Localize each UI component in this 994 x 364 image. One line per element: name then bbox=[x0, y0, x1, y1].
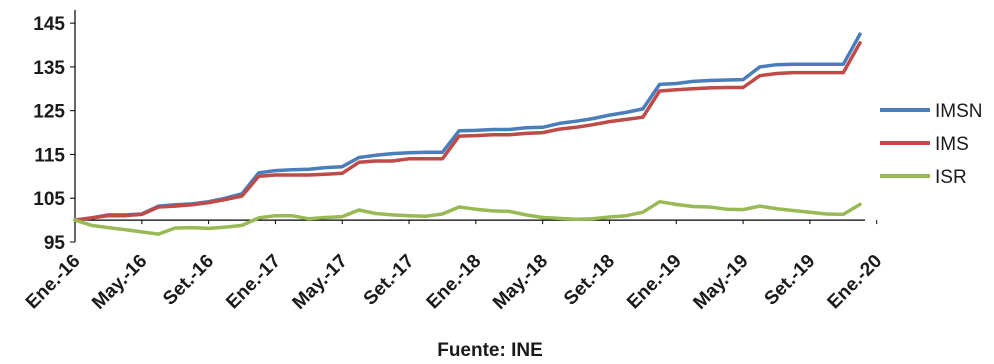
x-tick-label: May.-18 bbox=[489, 251, 552, 314]
legend-label: IMSN bbox=[935, 101, 983, 122]
x-tick-label: Set.-19 bbox=[761, 251, 820, 310]
x-tick-label: Set.-16 bbox=[159, 251, 218, 310]
y-tick-label: 95 bbox=[44, 233, 66, 254]
x-tick-label: Ene.-20 bbox=[824, 251, 887, 314]
x-tick-label: May.-16 bbox=[88, 251, 151, 314]
source-note: Fuente: INE bbox=[437, 340, 543, 361]
y-tick-label: 115 bbox=[34, 145, 65, 166]
x-tick-label: Ene.-18 bbox=[423, 251, 486, 314]
y-tick-label: 105 bbox=[33, 189, 65, 210]
y-tick-label: 125 bbox=[33, 102, 65, 123]
y-axis: 95 105 115 125 135 145 bbox=[33, 10, 76, 254]
x-tick-label: May.-17 bbox=[289, 251, 352, 314]
series-lines bbox=[73, 32, 862, 236]
x-tick-label: Ene.-19 bbox=[623, 251, 686, 314]
y-tick-label: 145 bbox=[33, 14, 65, 35]
x-tick-label: Set.-18 bbox=[560, 251, 619, 310]
x-tick-label: Ene.-17 bbox=[222, 251, 285, 314]
x-tick-label: Set.-17 bbox=[360, 251, 419, 310]
series-line-ims bbox=[73, 41, 862, 222]
legend-label: IMS bbox=[935, 134, 969, 155]
series-line-imsn bbox=[73, 32, 862, 222]
x-tick-label: Ene.-16 bbox=[22, 251, 85, 314]
legend: IMSN IMS ISR bbox=[880, 101, 983, 188]
x-tick-label: May.-19 bbox=[689, 251, 752, 314]
y-tick-label: 135 bbox=[33, 58, 65, 79]
series-line-isr bbox=[73, 199, 862, 236]
legend-label: ISR bbox=[935, 167, 967, 188]
